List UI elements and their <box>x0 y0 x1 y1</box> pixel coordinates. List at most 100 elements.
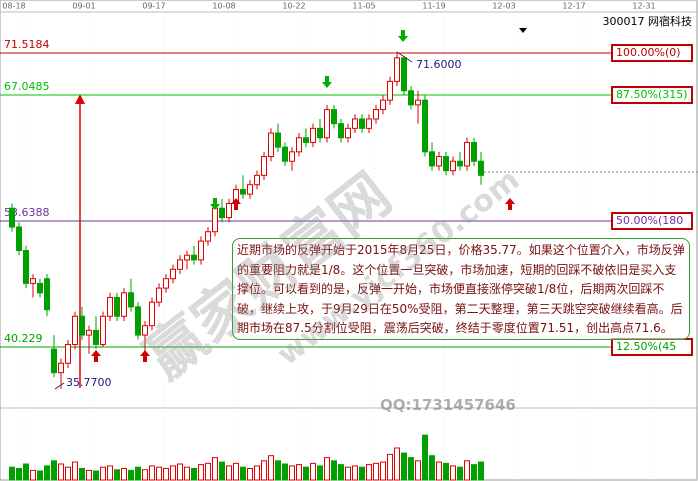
candle-body <box>177 259 183 270</box>
candle-body <box>16 226 22 252</box>
volume-bar <box>331 460 337 481</box>
volume-bar <box>394 447 400 481</box>
volume-bar <box>79 467 85 481</box>
volume-bar <box>303 466 309 481</box>
candle-body <box>275 132 281 148</box>
candle-body <box>86 329 92 336</box>
candle-body <box>408 90 414 106</box>
candle-body <box>289 151 295 162</box>
candle-body <box>135 306 141 336</box>
candle-body <box>380 99 386 111</box>
volume-bar <box>93 470 99 481</box>
date-label: 11-19 <box>422 2 445 11</box>
volume-bar <box>429 455 435 481</box>
candle-body <box>366 118 372 129</box>
candle-body <box>422 99 428 153</box>
volume-bar <box>352 465 358 481</box>
volume-bar <box>359 466 365 481</box>
volume-bar <box>289 465 295 481</box>
candle-body <box>100 315 106 345</box>
volume-bar <box>422 434 428 481</box>
buy-arrow <box>505 198 515 210</box>
candle-body <box>156 287 162 303</box>
buy-arrow <box>91 350 101 362</box>
candle-body <box>247 184 253 195</box>
volume-bar <box>408 457 414 481</box>
candle-body <box>184 254 190 261</box>
volume-bar <box>149 465 155 481</box>
candle-body <box>9 207 15 228</box>
volume-bar <box>443 462 449 481</box>
volume-bar <box>23 463 29 481</box>
volume-bar <box>310 462 316 481</box>
candle-body <box>415 99 421 106</box>
candle-body <box>114 296 120 317</box>
volume-bar <box>275 460 281 481</box>
volume-bar <box>191 467 197 481</box>
candle-body <box>205 231 211 242</box>
level-label: 67.0485 <box>4 80 50 93</box>
candle-body <box>387 80 393 101</box>
volume-bar <box>44 465 50 481</box>
sell-arrow <box>210 198 220 210</box>
candle-body <box>44 278 50 311</box>
date-label: 11-05 <box>352 2 375 11</box>
volume-bar <box>450 465 456 481</box>
volume-bar <box>100 466 106 481</box>
sell-arrow <box>398 30 408 42</box>
candle-body <box>93 329 99 345</box>
volume-bar <box>338 464 344 481</box>
volume-bar <box>30 469 36 481</box>
volume-bar <box>177 463 183 481</box>
volume-bar <box>345 466 351 481</box>
candle-body <box>198 240 204 261</box>
candle-body <box>121 292 127 317</box>
volume-bar <box>107 465 113 481</box>
candle-body <box>142 325 148 336</box>
ratio-label: 12.50%(45 <box>616 340 676 353</box>
candle-body <box>212 207 218 233</box>
volume-bar <box>436 461 442 481</box>
volume-bar <box>464 460 470 481</box>
volume-bar <box>219 461 225 481</box>
candle-body <box>401 57 407 92</box>
candle-body <box>331 109 337 125</box>
candle-body <box>471 141 477 162</box>
volume-bar <box>198 464 204 481</box>
high-pointer <box>396 51 413 63</box>
ratio-label: 100.00%(0) <box>616 46 681 59</box>
volume-bar <box>401 452 407 481</box>
candle-body <box>352 118 358 129</box>
volume-bar <box>128 469 134 481</box>
volume-bar <box>205 462 211 481</box>
candle-body <box>240 188 246 195</box>
volume-bar <box>373 462 379 481</box>
date-label: 09-01 <box>72 2 95 11</box>
volume-bar <box>380 461 386 481</box>
volume-bar <box>296 464 302 481</box>
ratio-label: 50.00%(180 <box>616 214 683 227</box>
volume-bar <box>471 464 477 481</box>
volume-bar <box>226 465 232 481</box>
candle-body <box>303 137 309 143</box>
candle-body <box>163 278 169 289</box>
candle-body <box>261 156 267 176</box>
volume-bar <box>163 467 169 481</box>
candle-body <box>324 109 330 139</box>
candle-body <box>450 160 456 172</box>
candle-body <box>128 292 134 308</box>
low-annotation: 35.7700 <box>66 376 112 389</box>
sell-arrow <box>322 76 332 88</box>
analysis-note: 近期市场的反弹开始于2015年8月25日，价格35.77。如果这个位置介入，市场… <box>232 238 690 340</box>
volume-bar <box>156 466 162 481</box>
candle-body <box>296 137 302 153</box>
volume-bar <box>37 470 43 481</box>
volume-bar <box>254 465 260 481</box>
candle-body <box>338 123 344 139</box>
candle-body <box>429 151 435 167</box>
volume-bar <box>114 469 120 481</box>
volume-bar <box>268 455 274 481</box>
volume-bar <box>240 466 246 481</box>
candle-body <box>457 160 463 167</box>
